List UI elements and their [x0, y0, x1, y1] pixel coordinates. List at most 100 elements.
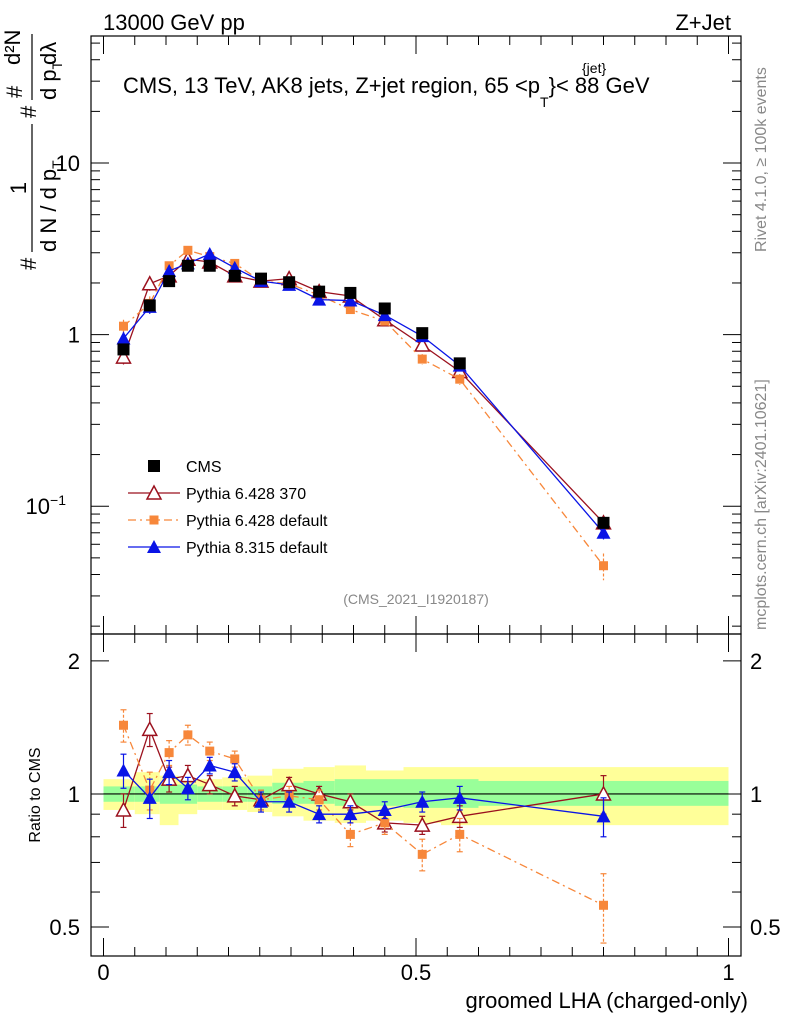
legend: CMS Pythia 6.428 370 Pythia 6.428 default P… — [128, 459, 328, 557]
main-point — [283, 276, 296, 289]
legend-label: CMS — [186, 459, 222, 476]
ratio-point — [282, 794, 297, 808]
plot-title-sub: T — [540, 94, 549, 110]
ratio-point — [227, 765, 242, 779]
main-point — [344, 286, 357, 299]
legend-marker — [147, 540, 161, 553]
main-point — [143, 299, 156, 312]
legend-marker — [148, 460, 160, 472]
ratio-plot-series — [115, 709, 612, 944]
main-y-tick-label: 10 — [56, 151, 80, 176]
axis-ticks: 10−1 1 10 0.5 0.5 1 1 2 2 0 0.5 1 — [26, 36, 781, 985]
ratio-point — [180, 781, 195, 795]
main-point — [119, 321, 128, 331]
legend-label: Pythia 6.428 default — [186, 513, 328, 530]
ratio-point — [343, 807, 358, 821]
ratio-point — [415, 794, 430, 808]
ratio-point — [417, 849, 427, 859]
ratio-point — [226, 787, 244, 803]
ratio-point — [599, 900, 608, 910]
main-point — [313, 285, 326, 298]
main-point — [453, 357, 466, 370]
main-point — [255, 272, 267, 285]
y-label-den: d N / d pT — [36, 160, 65, 252]
main-point — [228, 269, 241, 282]
main-point — [343, 293, 358, 307]
y-label-hash: # — [16, 257, 41, 270]
ratio-y-axis-label: Ratio to CMS — [27, 747, 44, 842]
y-label-one: 1 — [6, 182, 31, 194]
ratio-point — [596, 809, 611, 823]
ratio-y-tick-label-right: 0.5 — [750, 915, 781, 940]
mcplots-label: mcplots.cern.ch [arXiv:2401.10621] — [753, 379, 770, 630]
x-tick-label: 0.5 — [401, 960, 432, 985]
main-point — [377, 308, 392, 322]
y-label-frac-bot: dλ — [36, 42, 61, 65]
ratio-point — [380, 818, 390, 828]
y-label-hash3: # — [2, 85, 27, 98]
legend-marker — [145, 484, 163, 500]
plot-title-sup: {jet} — [582, 60, 606, 76]
main-point — [141, 275, 159, 291]
ratio-series-line — [122, 725, 604, 906]
ratio-point — [314, 795, 324, 805]
main-point — [181, 259, 194, 272]
main-point — [162, 263, 177, 277]
ratio-point — [142, 790, 157, 804]
ratio-point — [183, 730, 193, 740]
ratio-point — [202, 758, 217, 772]
ratio-y-tick-label-left: 1 — [68, 782, 80, 807]
ratio-y-tick-label-left: 2 — [68, 649, 80, 674]
main-point — [597, 516, 610, 529]
x-axis-label: groomed LHA (charged-only) — [466, 988, 748, 1013]
main-point — [417, 354, 427, 364]
ratio-point — [119, 720, 128, 730]
ratio-point — [116, 763, 131, 777]
main-point — [413, 336, 431, 352]
ratio-y-tick-label-left: 0.5 — [49, 915, 80, 940]
ratio-point — [312, 807, 327, 821]
y-label-num2: d pT — [36, 60, 65, 100]
ratio-point — [345, 829, 355, 839]
x-tick-label: 1 — [722, 960, 734, 985]
main-point — [378, 302, 391, 315]
plot-title-main: CMS, 13 TeV, AK8 jets, Z+jet region, 65 … — [123, 73, 540, 98]
main-series-line — [123, 253, 604, 534]
ratio-point — [162, 765, 177, 779]
ratio-point — [164, 748, 174, 758]
ratio-y-tick-label-right: 1 — [750, 782, 762, 807]
ratio-point — [115, 801, 132, 817]
main-plot-series — [115, 245, 612, 581]
main-point — [183, 245, 193, 255]
y-label-frac-top: d²N — [0, 30, 25, 65]
legend-marker — [149, 515, 159, 525]
main-point — [163, 275, 176, 288]
ratio-point — [455, 829, 465, 839]
ratio-point — [451, 807, 469, 824]
legend-label: Pythia 6.428 370 — [186, 486, 306, 503]
ratio-point — [254, 794, 268, 808]
main-series-line — [122, 258, 604, 524]
ratio-point — [413, 816, 431, 832]
ratio-point — [452, 790, 467, 804]
y-label-hash2: # — [16, 105, 41, 118]
main-point — [312, 292, 327, 306]
legend-label: Pythia 8.315 default — [186, 540, 328, 557]
plot-title: CMS, 13 TeV, AK8 jets, Z+jet region, 65 … — [123, 73, 650, 110]
header-right: Z+Jet — [675, 10, 731, 35]
ratio-point — [205, 746, 215, 756]
main-point — [455, 374, 465, 384]
main-y-axis-label: # 1 d N / d pT # # d pT d²N dλ — [0, 30, 65, 270]
main-point — [115, 348, 132, 364]
main-y-tick-label: 10−1 — [26, 492, 67, 519]
x-tick-label: 0 — [97, 960, 109, 985]
main-point — [116, 331, 131, 345]
header-left: 13000 GeV pp — [103, 10, 245, 35]
ratio-point — [280, 775, 298, 792]
main-point — [596, 525, 611, 539]
main-point — [416, 327, 429, 340]
main-point — [203, 259, 216, 272]
ratio-y-tick-label-right: 2 — [750, 649, 762, 674]
main-point — [345, 305, 355, 315]
